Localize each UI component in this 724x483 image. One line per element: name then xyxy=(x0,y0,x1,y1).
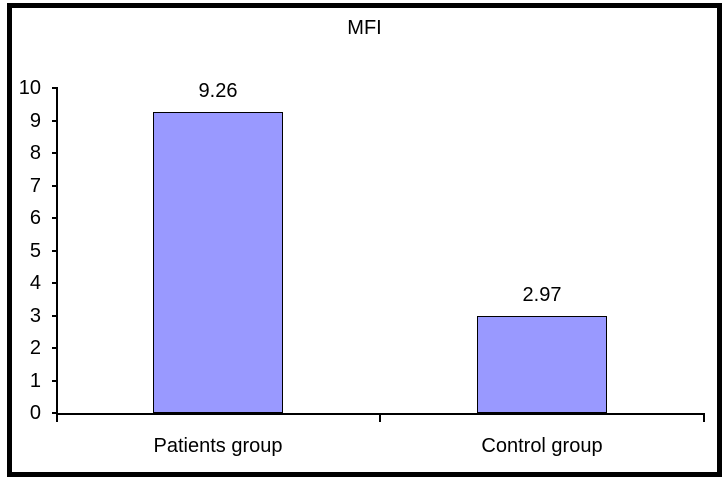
y-axis-tick xyxy=(52,120,58,122)
x-axis-tick xyxy=(379,413,381,422)
y-axis-tick-label: 5 xyxy=(29,240,41,262)
bar-patients-group xyxy=(153,112,283,413)
chart-title: MFI xyxy=(347,17,382,39)
y-axis-tick-label: 8 xyxy=(29,142,41,164)
y-axis-line xyxy=(56,88,58,422)
y-axis-tick xyxy=(52,412,58,414)
y-axis-tick xyxy=(52,347,58,349)
y-axis-tick xyxy=(52,87,58,89)
y-axis-tick xyxy=(52,250,58,252)
y-axis-tick xyxy=(52,185,58,187)
y-axis-tick xyxy=(52,152,58,154)
bar-control-group xyxy=(477,316,607,413)
y-axis-tick xyxy=(52,217,58,219)
chart-outer-border xyxy=(7,3,722,477)
x-axis-category-label: Control group xyxy=(481,435,603,457)
y-axis-tick-label: 3 xyxy=(29,305,41,327)
bar-value-label: 9.26 xyxy=(198,80,238,102)
y-axis-tick-label: 9 xyxy=(29,110,41,132)
y-axis-tick xyxy=(52,380,58,382)
y-axis-tick-label: 2 xyxy=(29,337,41,359)
y-axis-tick-label: 4 xyxy=(29,272,41,294)
bar-value-label: 2.97 xyxy=(522,284,562,306)
y-axis-tick-label: 10 xyxy=(18,77,41,99)
y-axis-tick xyxy=(52,315,58,317)
y-axis-tick-label: 6 xyxy=(29,207,41,229)
y-axis-tick-label: 0 xyxy=(29,402,41,424)
x-axis-category-label: Patients group xyxy=(153,435,283,457)
x-axis-tick xyxy=(703,413,705,422)
y-axis-tick xyxy=(52,282,58,284)
y-axis-tick-label: 1 xyxy=(29,370,41,392)
y-axis-tick-label: 7 xyxy=(29,175,41,197)
